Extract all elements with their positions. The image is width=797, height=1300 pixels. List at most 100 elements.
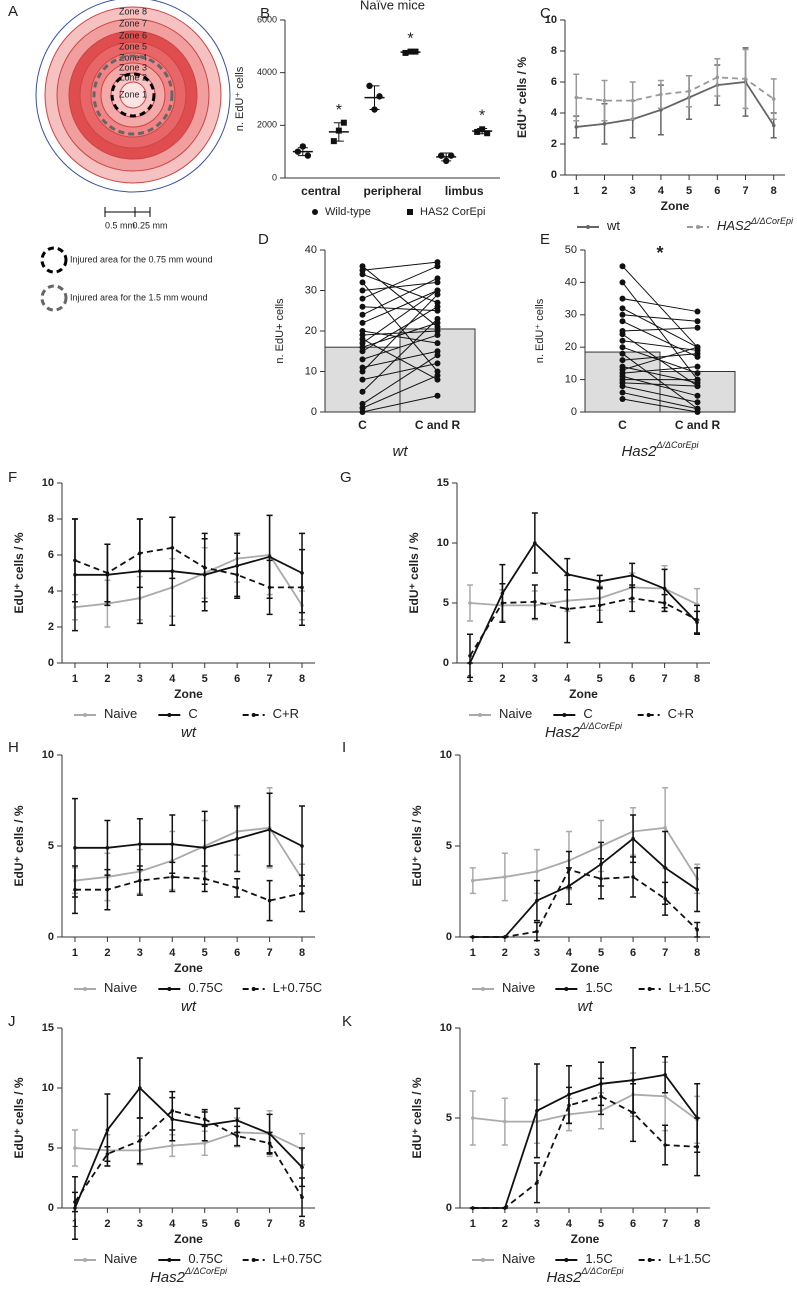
point [235, 836, 239, 841]
point [631, 1078, 635, 1082]
series-line [469, 586, 698, 607]
point [434, 307, 441, 314]
x-tick-label: 7 [662, 947, 668, 959]
y-tick-label: 10 [440, 749, 452, 761]
point [138, 1139, 142, 1143]
legend-label: 0.75C [188, 1251, 223, 1266]
point [694, 405, 701, 412]
x-tick-label: 8 [694, 673, 700, 685]
y-axis-label: n. EdU⁺ cells [534, 298, 546, 363]
point [235, 1118, 239, 1123]
point [434, 259, 441, 266]
point [138, 551, 142, 555]
panel-letter: J [8, 1013, 16, 1030]
point [359, 319, 366, 326]
point [359, 328, 366, 334]
point [359, 287, 366, 294]
pair-line [622, 265, 698, 348]
y-tick-label: 5 [443, 597, 449, 609]
point [663, 1094, 667, 1099]
caption: wt [181, 724, 197, 741]
point [359, 376, 366, 383]
legend-sup: Δ/ΔCorEpi [750, 216, 794, 226]
pair-line [622, 392, 698, 410]
y-tick-label: 0 [446, 931, 452, 943]
pair-line [362, 375, 438, 409]
x-tick-label: 6 [630, 947, 636, 959]
point [694, 344, 701, 351]
point [533, 600, 537, 604]
point [300, 1195, 304, 1199]
point [359, 263, 366, 270]
pair-line [362, 306, 438, 312]
point [631, 875, 635, 879]
point [73, 1146, 77, 1150]
zone-label: Zone 2 [119, 72, 147, 82]
point [138, 878, 142, 883]
point [715, 75, 720, 80]
y-tick-label: 0 [48, 931, 54, 943]
point [484, 130, 491, 137]
x-tick-label: 4 [564, 673, 571, 685]
point [631, 1110, 635, 1115]
legend-name: Naive [502, 1251, 535, 1266]
y-axis-label: EdU⁺ cells / % [407, 532, 421, 613]
point [663, 866, 667, 870]
point [235, 1134, 239, 1138]
series-line [472, 868, 698, 938]
x-tick-label: 2 [104, 673, 110, 685]
point [535, 898, 539, 903]
x-tick-label: 5 [202, 673, 208, 685]
y-tick-label: 8 [551, 45, 557, 57]
panel-letter: E [540, 231, 550, 248]
legend-circle [40, 246, 68, 274]
point [694, 370, 701, 377]
point [300, 891, 304, 896]
point [376, 93, 383, 100]
point [235, 886, 239, 890]
x-axis-label: Zone [174, 687, 203, 701]
x-tick-label: central [301, 184, 340, 198]
caption-sup: Δ/ΔCorEpi [184, 1266, 228, 1276]
pair-line [362, 395, 438, 413]
point [300, 585, 304, 590]
legend-label: C [188, 706, 197, 721]
point [170, 875, 175, 879]
legend-name: L+1.5C [669, 1251, 711, 1266]
caption-base: wt [393, 443, 409, 460]
legend-marker [251, 1258, 256, 1262]
y-axis-label: EdU⁺ cells / % [410, 1077, 424, 1158]
pair-line [622, 282, 698, 380]
pair-line [362, 265, 438, 328]
legend-name: L+0.75C [273, 980, 323, 995]
y-axis-label: EdU⁺ cells / % [515, 57, 529, 138]
x-tick-label: peripheral [363, 184, 421, 198]
point [771, 97, 776, 101]
legend-label: L+0.75C [273, 1251, 323, 1266]
legend-name: 0.75C [188, 980, 223, 995]
legend-label: 1.5C [585, 1251, 612, 1266]
legend-marker [586, 225, 590, 229]
series-line [74, 876, 303, 902]
legend-label: Wild-type [325, 206, 371, 218]
point [73, 887, 77, 892]
x-tick-label: 1 [467, 673, 473, 685]
y-tick-label: 30 [305, 284, 317, 296]
point [170, 842, 175, 846]
caption-base: wt [181, 724, 197, 741]
x-tick-label: 1 [470, 1218, 476, 1230]
y-tick-label: 2 [48, 621, 54, 633]
significance: * [479, 108, 485, 125]
caption: wt [578, 998, 594, 1015]
panel-letter: B [260, 5, 270, 22]
y-tick-label: 5 [48, 1142, 54, 1154]
x-tick-label: 6 [234, 1218, 240, 1230]
caption-sup: Δ/ΔCorEpi [580, 1266, 624, 1276]
x-tick-label: 2 [502, 1218, 508, 1230]
point [267, 898, 272, 903]
point [434, 368, 441, 375]
legend-label: C [583, 706, 592, 721]
point [359, 388, 366, 395]
legend-name: 1.5C [585, 1251, 612, 1266]
y-axis-label: EdU⁺ cells / % [410, 805, 424, 886]
